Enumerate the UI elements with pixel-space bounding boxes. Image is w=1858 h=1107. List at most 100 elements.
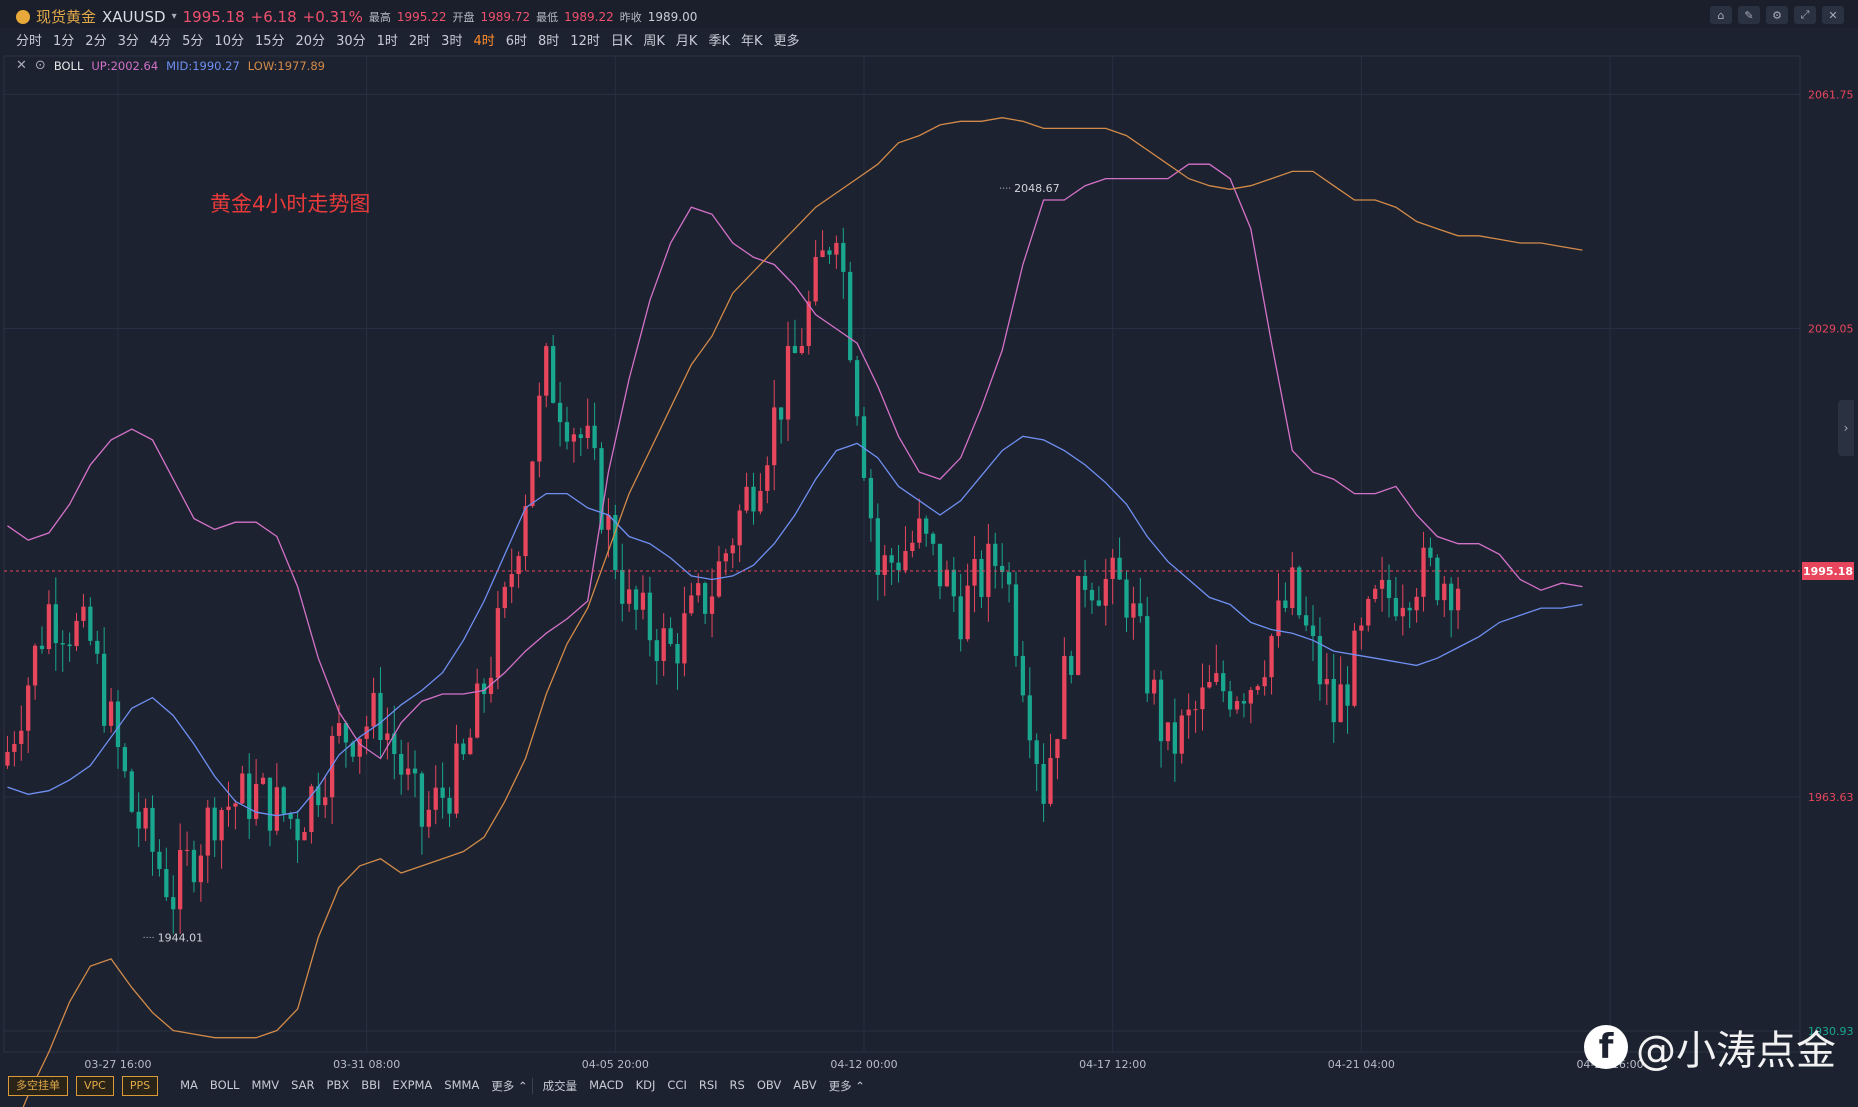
period-9[interactable]: 30分 [336, 34, 366, 49]
period-3[interactable]: 3分 [117, 34, 139, 49]
candle-body [1269, 636, 1274, 678]
main-indicator-4[interactable]: PBX [326, 1078, 350, 1092]
candle-body [302, 831, 307, 841]
candle-body [1379, 579, 1385, 589]
period-21[interactable]: 年K [740, 34, 763, 49]
main-indicator-5[interactable]: BBI [361, 1078, 381, 1092]
sub-indicator-0[interactable]: 成交量 [542, 1079, 578, 1093]
sub-indicator-4[interactable]: RSI [698, 1078, 718, 1092]
candle-body [1096, 600, 1102, 606]
period-18[interactable]: 周K [643, 34, 665, 49]
candle-body [537, 395, 542, 462]
period-4[interactable]: 4分 [149, 34, 172, 49]
symbol-name[interactable]: 现货黄金 [36, 8, 97, 26]
vpc-button[interactable]: VPC [76, 1076, 114, 1096]
candle-body [1317, 636, 1323, 685]
candle-body [1193, 709, 1198, 711]
period-17[interactable]: 日K [610, 34, 633, 49]
candle-body [965, 585, 970, 640]
candle-body [454, 743, 459, 814]
main-indicator-7[interactable]: SMMA [444, 1078, 480, 1092]
candle-body [848, 271, 853, 361]
expand-icon[interactable]: ⤢ [1794, 6, 1816, 24]
sub-indicator-1[interactable]: MACD [589, 1078, 624, 1092]
candle-body [509, 574, 514, 587]
candle-body [1006, 572, 1012, 585]
period-22[interactable]: 更多 [773, 34, 800, 49]
close-icon[interactable]: ✕ [1822, 6, 1844, 24]
period-20[interactable]: 季K [708, 34, 730, 49]
candle-body [1158, 679, 1164, 742]
main-indicator-list: MA BOLL MMV SAR PBX BBI EXPMA SMMA 更多 ⌃ [180, 1078, 528, 1094]
candle-body [737, 510, 742, 546]
candle-body [1048, 757, 1053, 804]
chevron-down-icon[interactable]: ▾ [171, 11, 177, 22]
main-indicator-3[interactable]: SAR [291, 1078, 315, 1092]
period-selector: 分时 1分 2分 3分 4分 5分 10分 15分 20分 30分 1时 2时 3时 4时 6时 8时 12时日… [16, 30, 800, 49]
pps-button[interactable]: PPS [121, 1076, 159, 1096]
draw-pen-icon[interactable]: ✎ [1738, 6, 1760, 24]
candle-body [1359, 625, 1364, 631]
settings-icon[interactable]: ⚙ [1766, 6, 1788, 24]
sub-indicator-6[interactable]: OBV [756, 1078, 782, 1092]
main-indicator-0[interactable]: MA [180, 1078, 198, 1092]
period-7[interactable]: 15分 [254, 34, 285, 49]
candle-body [32, 645, 38, 686]
period-11[interactable]: 2时 [408, 34, 431, 49]
current-price-label: 1995.18 [1803, 565, 1853, 578]
period-14[interactable]: 6时 [505, 34, 528, 49]
candle-body [544, 346, 549, 396]
sub-indicator-5[interactable]: RS [729, 1078, 745, 1092]
candle-body [475, 683, 480, 738]
candle-body [1442, 583, 1447, 601]
candle-body [827, 250, 832, 255]
candle-body [937, 543, 943, 587]
watermark-text: @小涛点金 [1636, 1028, 1836, 1074]
candle-body [523, 506, 528, 557]
sub-indicator-2[interactable]: KDJ [635, 1078, 656, 1092]
sub-indicator-7[interactable]: ABV [793, 1078, 817, 1092]
main-indicator-2[interactable]: MMV [251, 1078, 280, 1092]
period-2[interactable]: 2分 [85, 34, 107, 49]
close-indicator-icon[interactable]: ✕ [16, 58, 27, 73]
candle-body [765, 465, 770, 491]
period-1[interactable]: 1分 [53, 34, 75, 49]
candle-body [1455, 588, 1461, 611]
candle-body [627, 589, 632, 604]
candle-body [820, 250, 825, 258]
candle-body [323, 797, 328, 806]
candle-body [1297, 567, 1302, 616]
period-16[interactable]: 12时 [570, 34, 600, 49]
candle-body [1241, 701, 1247, 704]
sub-indicator-3[interactable]: CCI [667, 1078, 687, 1092]
chart-type-icon[interactable]: ⌂ [1710, 6, 1732, 24]
period-12[interactable]: 3时 [441, 34, 463, 49]
period-15[interactable]: 8时 [538, 34, 560, 49]
main-indicator-6[interactable]: EXPMA [392, 1078, 433, 1092]
candle-body [1103, 578, 1108, 606]
candle-body [74, 620, 79, 647]
candle-body [399, 753, 404, 775]
long-short-orders-button[interactable]: 多空挂单 [8, 1076, 68, 1096]
main-indicator-8[interactable]: 更多 ⌃ [491, 1079, 528, 1093]
period-19[interactable]: 月K [675, 34, 698, 49]
indicator-settings-icon[interactable]: ⊙ [34, 58, 46, 73]
period-6[interactable]: 10分 [214, 34, 244, 49]
candle-body [191, 849, 197, 883]
period-0[interactable]: 分时 [16, 34, 43, 49]
period-13[interactable]: 4时 [473, 34, 495, 49]
period-5[interactable]: 5分 [182, 34, 204, 49]
candle-body [240, 773, 245, 804]
period-8[interactable]: 20分 [295, 34, 326, 49]
candle-body [81, 606, 86, 621]
main-indicator-1[interactable]: BOLL [209, 1078, 240, 1092]
period-10[interactable]: 1时 [376, 34, 398, 49]
candle-body [274, 787, 279, 831]
panel-toggle-icon[interactable]: › [1838, 400, 1854, 456]
candle-body [1145, 616, 1150, 694]
price-change: +6.18 [250, 7, 297, 26]
symbol-code[interactable]: XAUUSD [102, 7, 166, 26]
candle-body [806, 301, 811, 346]
sub-indicator-8[interactable]: 更多 ⌃ [828, 1079, 865, 1093]
